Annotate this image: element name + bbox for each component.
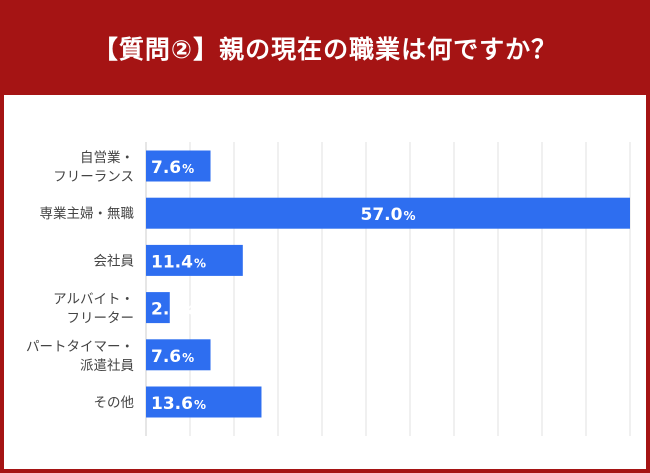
bar: [146, 292, 170, 324]
data-label: 11.4%: [151, 252, 206, 272]
data-label: 2.8%: [151, 300, 194, 320]
category-label: 自営業・フリーランス: [53, 150, 134, 185]
bar: [146, 339, 211, 371]
data-label: 13.6%: [151, 394, 206, 414]
bar: [146, 244, 243, 276]
bar: [146, 386, 262, 418]
category-label: パートタイマー・派遣社員: [26, 339, 134, 374]
data-label: 7.6%: [151, 347, 194, 367]
bar: [146, 150, 211, 182]
data-label: 57.0%: [361, 205, 416, 225]
data-label: 7.6%: [151, 158, 194, 178]
category-label: 専業主婦・無職: [40, 205, 135, 222]
category-label: アルバイト・フリーター: [53, 292, 134, 327]
category-label: その他: [94, 395, 135, 411]
chart-panel: [4, 95, 646, 469]
bar: [146, 197, 630, 229]
chart-title: 【質問②】親の現在の職業は何ですか？: [92, 34, 558, 64]
category-label: 会社員: [94, 253, 135, 269]
